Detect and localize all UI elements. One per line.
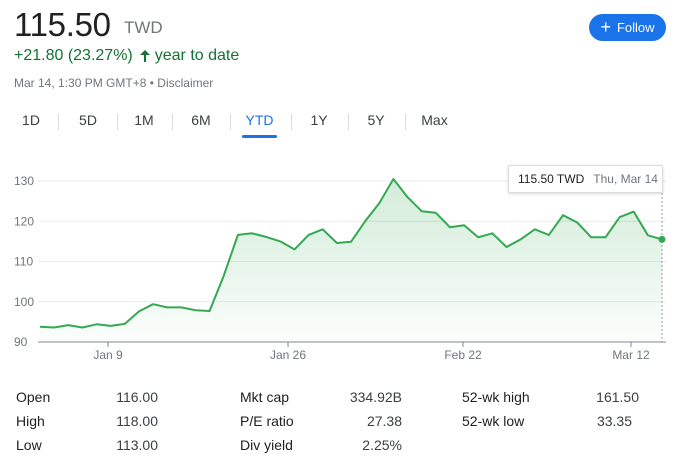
stat-value-pe-ratio: 27.38	[366, 413, 402, 429]
tooltip-price: 115.50 TWD	[518, 172, 585, 186]
tab-divider	[172, 114, 173, 130]
tab-5d[interactable]: 5D	[79, 112, 97, 128]
tab-max[interactable]: Max	[421, 112, 448, 128]
plus-icon: +	[600, 16, 611, 37]
last-price-dot	[658, 235, 666, 243]
quote-timestamp: Mar 14, 1:30 PM GMT+8	[14, 76, 147, 90]
x-tick-label: Jan 9	[93, 348, 123, 362]
price-chart[interactable]: 130 120 110 100 90 Jan 9 Jan 26 Feb 22 Mar 12	[0, 160, 682, 375]
price-area	[40, 179, 662, 342]
x-tick-label: Mar 12	[612, 348, 650, 362]
price-line	[39, 178, 663, 329]
tab-divider	[58, 114, 59, 130]
stat-label-div-yield: Div yield	[240, 437, 293, 453]
stat-label-high: High	[16, 413, 45, 429]
x-tick-label: Feb 22	[444, 348, 482, 362]
x-axis-ticks: Jan 9 Jan 26 Feb 22 Mar 12	[93, 342, 650, 362]
change-value: +21.80 (23.27%)	[14, 47, 133, 64]
stat-value-low: 113.00	[116, 437, 158, 453]
tab-divider	[117, 114, 118, 130]
stat-value-mkt-cap: 334.92B	[349, 389, 402, 405]
stat-value-open: 116.00	[116, 389, 158, 405]
tab-divider	[230, 114, 231, 130]
change-period: year to date	[154, 47, 240, 64]
stat-label-open: Open	[16, 389, 51, 405]
tab-divider	[291, 114, 292, 130]
y-tick-label: 120	[14, 214, 34, 228]
stat-value-high: 118.00	[116, 413, 158, 429]
stat-label-52wk-low: 52-wk low	[462, 413, 525, 429]
tab-divider	[405, 114, 406, 130]
y-tick-label: 100	[14, 295, 34, 309]
currency-label: TWD	[124, 18, 163, 37]
stat-label-mkt-cap: Mkt cap	[240, 389, 290, 405]
stat-label-low: Low	[16, 437, 42, 453]
tab-1d[interactable]: 1D	[22, 112, 40, 128]
tab-6m[interactable]: 6M	[191, 112, 211, 128]
y-tick-label: 130	[14, 174, 34, 188]
price-change: +21.80 (23.27%) year to date	[14, 47, 239, 65]
disclaimer-link[interactable]: Disclaimer	[157, 76, 214, 90]
stat-label-pe-ratio: P/E ratio	[240, 413, 294, 429]
stat-value-52wk-high: 161.50	[596, 389, 639, 405]
stat-value-52wk-low: 33.35	[596, 413, 632, 429]
tab-1m[interactable]: 1M	[134, 112, 154, 128]
meta-separator: •	[149, 76, 154, 90]
tab-divider	[348, 114, 349, 130]
tab-5y[interactable]: 5Y	[367, 112, 385, 128]
quote-meta: Mar 14, 1:30 PM GMT+8 • Disclaimer	[14, 76, 213, 90]
tab-1y[interactable]: 1Y	[310, 112, 328, 128]
arrow-up-icon	[139, 50, 150, 62]
stock-price: 115.50	[14, 6, 111, 43]
tooltip-date: Thu, Mar 14	[593, 172, 658, 186]
stat-value-div-yield: 2.25%	[362, 437, 402, 453]
y-tick-label: 90	[14, 335, 28, 349]
price-tooltip: 115.50 TWD Thu, Mar 14	[508, 165, 663, 193]
y-axis-labels: 130 120 110 100 90	[14, 174, 34, 349]
tab-ytd[interactable]: YTD	[242, 112, 277, 138]
follow-button-label: Follow	[616, 20, 655, 35]
x-tick-label: Jan 26	[270, 348, 306, 362]
stat-label-52wk-high: 52-wk high	[462, 389, 530, 405]
follow-button[interactable]: + Follow	[589, 14, 666, 41]
y-tick-label: 110	[14, 255, 33, 269]
